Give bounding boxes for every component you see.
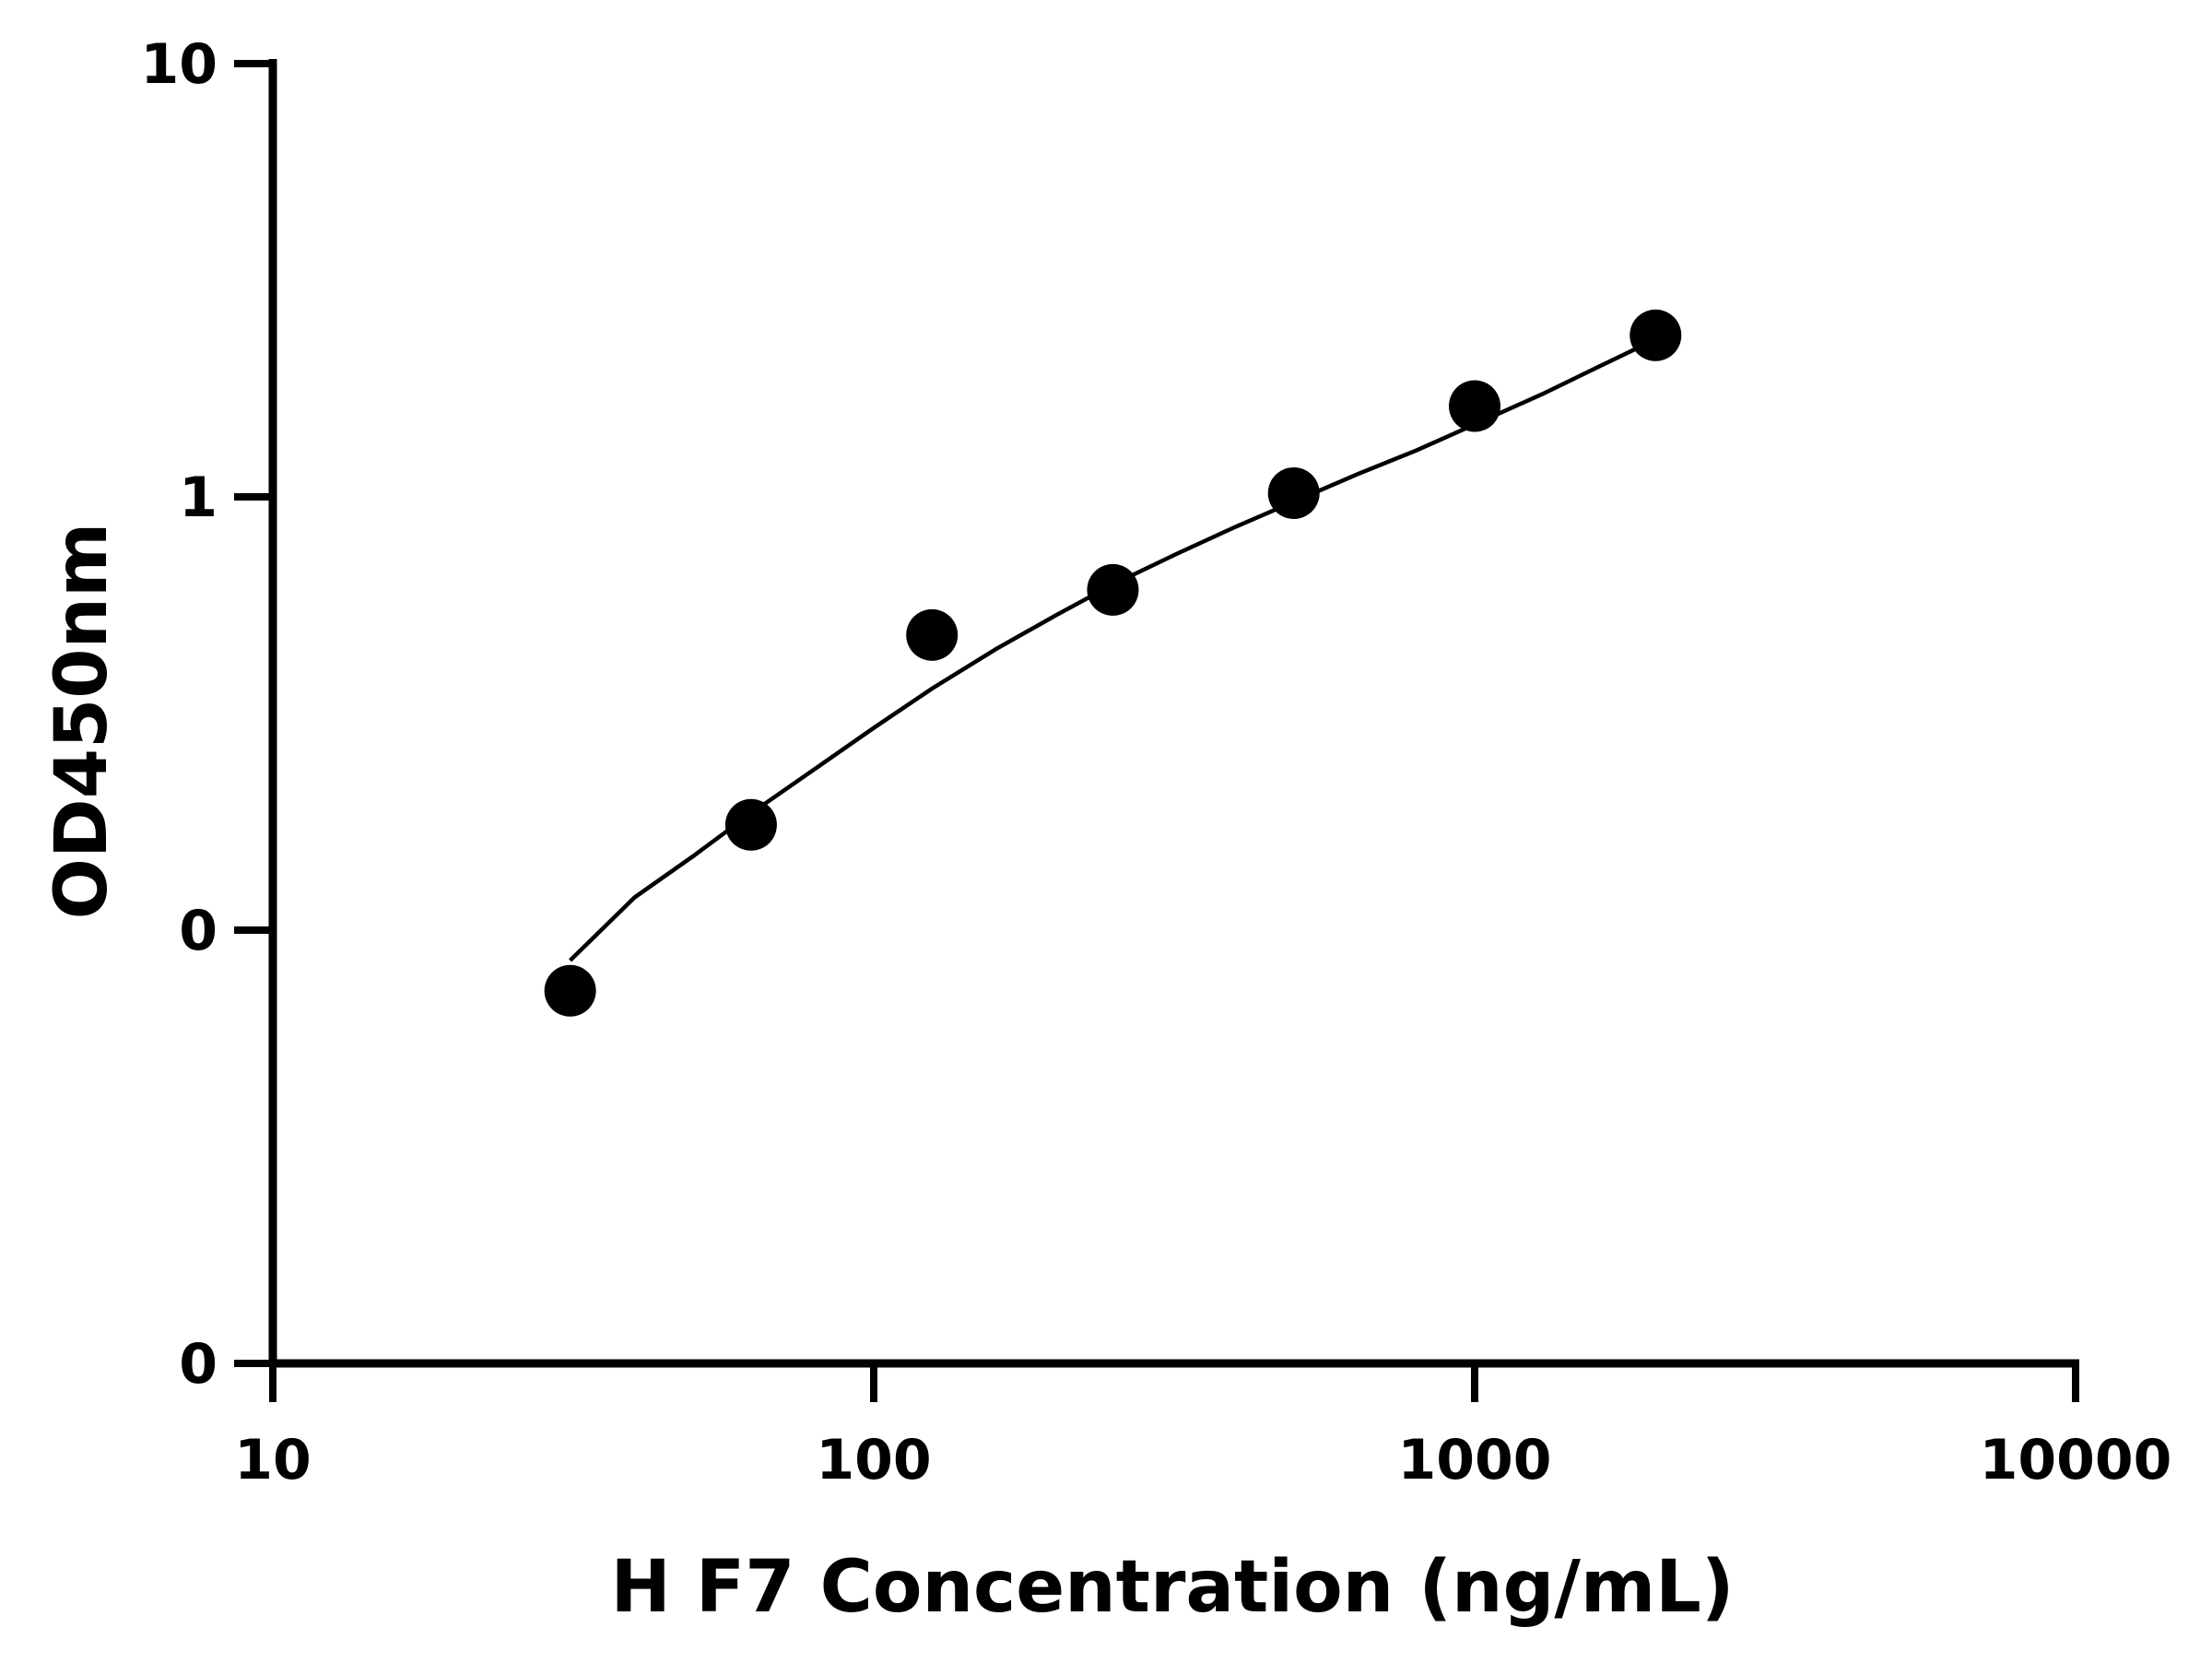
y-axis-title: OD450nm: [41, 523, 124, 920]
data-point: [1267, 466, 1320, 519]
data-point: [1630, 309, 1682, 361]
x-tick-label: 10000: [1980, 1428, 2172, 1492]
y-tick-label: 0: [179, 899, 218, 963]
x-ticks-group: 10 100 1000 10000: [234, 1363, 2171, 1492]
fit-curve: [569, 337, 1657, 962]
y-tick-label: 0: [179, 1332, 218, 1397]
data-point: [1449, 380, 1500, 432]
y-ticks-group: 0 0 1 10: [141, 32, 273, 1397]
x-tick-label: 10: [234, 1428, 312, 1492]
plot-marks-group: [544, 309, 1682, 1017]
x-axis-title: H F7 Concentration (ng/mL): [611, 1546, 1735, 1629]
data-point: [906, 608, 959, 661]
x-tick-label: 100: [816, 1428, 931, 1492]
data-point: [724, 798, 777, 851]
y-tick-label: 10: [141, 32, 218, 97]
x-tick-label: 1000: [1398, 1428, 1552, 1492]
axes-group: [268, 59, 2079, 1368]
data-point: [544, 964, 596, 1017]
y-tick-label: 1: [179, 466, 218, 530]
data-point: [1087, 563, 1139, 616]
